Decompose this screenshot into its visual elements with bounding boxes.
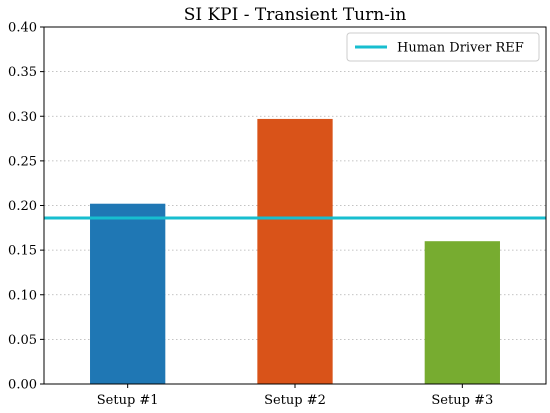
y-axis: 0.00 0.05 0.10 0.15 0.20 0.25 0.30 0.35 0.40 xyxy=(8,21,44,393)
y-tick-label: 0.25 xyxy=(8,154,37,169)
legend-box xyxy=(346,32,540,62)
x-axis: Setup #1 Setup #2 Setup #3 xyxy=(97,384,493,408)
y-tick-label: 0.40 xyxy=(8,21,37,36)
y-tick-label: 0.10 xyxy=(8,288,37,303)
y-tick-label: 0.35 xyxy=(8,65,37,80)
legend: Human Driver REF xyxy=(346,32,540,62)
y-tick-label: 0.00 xyxy=(8,378,37,393)
bar-setup-1 xyxy=(90,203,166,384)
bar-setup-2 xyxy=(257,118,333,385)
chart-title: SI KPI - Transient Turn-in xyxy=(184,5,407,25)
x-tick-label: Setup #1 xyxy=(97,393,159,408)
legend-label-human-driver-ref: Human Driver REF xyxy=(397,41,524,56)
bar-setup-3 xyxy=(424,241,500,384)
y-tick-label: 0.30 xyxy=(8,110,37,125)
y-tick-label: 0.15 xyxy=(8,244,37,259)
y-tick-label: 0.05 xyxy=(8,333,37,348)
bars xyxy=(90,118,500,385)
x-tick-label: Setup #3 xyxy=(431,393,493,408)
x-tick-label: Setup #2 xyxy=(264,393,326,408)
y-tick-label: 0.20 xyxy=(8,199,37,214)
